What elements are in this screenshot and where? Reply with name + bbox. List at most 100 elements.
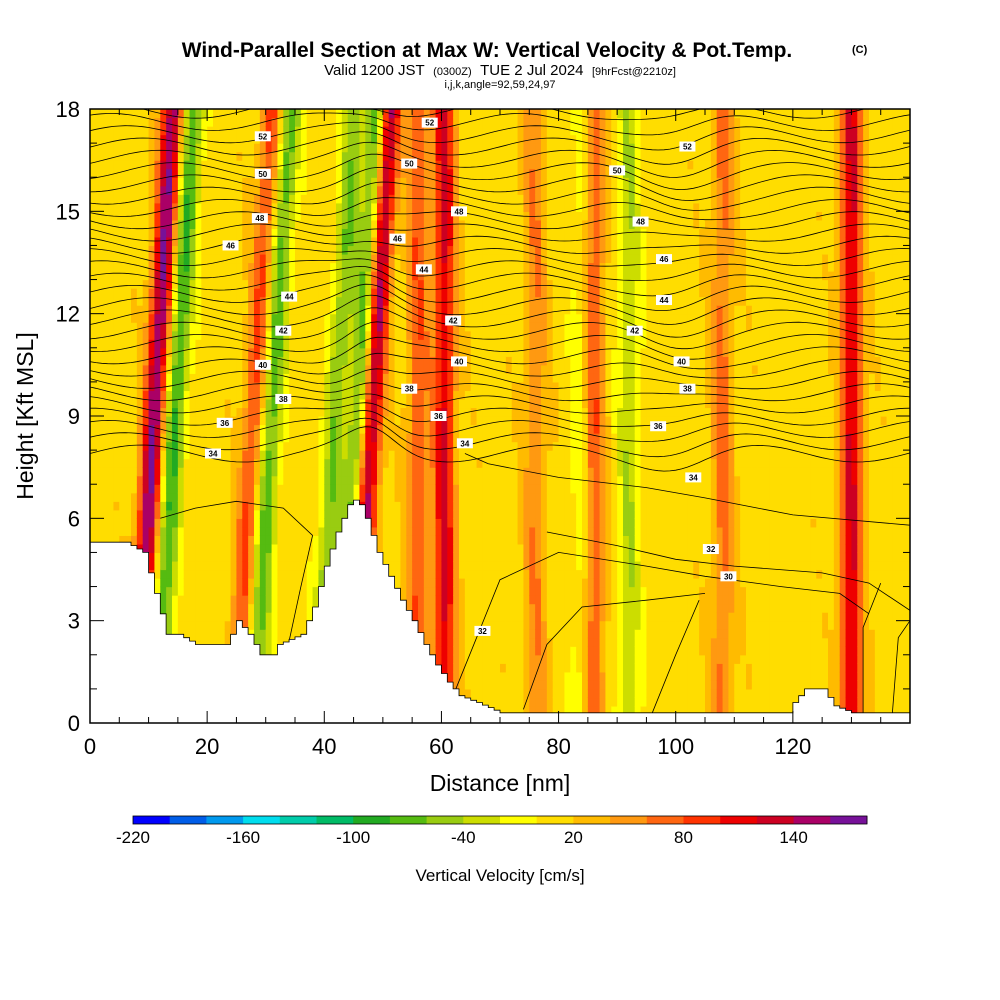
velocity-cell: [136, 253, 144, 264]
velocity-cell: [365, 407, 372, 417]
velocity-cell: [136, 475, 144, 485]
velocity-cell: [453, 168, 460, 178]
velocity-cell: [154, 194, 161, 204]
velocity-cell: [429, 339, 437, 349]
velocity-cell: [412, 603, 419, 613]
velocity-cell: [476, 535, 484, 545]
velocity-cell: [131, 134, 138, 144]
velocity-cell: [377, 373, 384, 383]
velocity-cell: [418, 526, 425, 536]
velocity-cell: [254, 509, 261, 519]
velocity-cell: [213, 151, 220, 161]
velocity-cell: [148, 194, 156, 204]
velocity-cell: [259, 288, 267, 298]
velocity-cell: [429, 492, 437, 502]
velocity-cell: [201, 398, 208, 409]
velocity-cell: [347, 151, 355, 161]
velocity-cell: [464, 663, 472, 673]
velocity-cell: [406, 450, 413, 460]
velocity-cell: [394, 458, 402, 468]
velocity-cell: [412, 424, 419, 434]
velocity-cell: [423, 595, 431, 605]
velocity-cell: [412, 177, 419, 187]
velocity-cell: [470, 595, 478, 605]
velocity-cell: [136, 416, 144, 426]
velocity-cell: [476, 578, 484, 588]
velocity-cell: [341, 339, 349, 349]
velocity-cell: [283, 484, 290, 494]
velocity-cell: [300, 424, 308, 434]
velocity-cell: [242, 339, 249, 349]
velocity-cell: [207, 288, 214, 298]
velocity-cell: [230, 185, 238, 195]
velocity-cell: [347, 219, 355, 229]
velocity-cell: [324, 109, 331, 119]
velocity-cell: [259, 390, 267, 400]
velocity-cell: [289, 509, 296, 519]
velocity-cell: [447, 160, 454, 170]
velocity-cell: [324, 552, 331, 562]
velocity-cell: [488, 518, 495, 528]
velocity-cell: [277, 262, 284, 272]
velocity-cell: [172, 364, 179, 374]
velocity-cell: [324, 501, 331, 511]
velocity-cell: [248, 407, 255, 417]
velocity-cell: [177, 424, 185, 434]
velocity-cell: [271, 629, 279, 639]
velocity-cell: [207, 194, 214, 204]
velocity-cell: [95, 501, 103, 511]
velocity-cell: [347, 271, 355, 281]
velocity-cell: [131, 330, 138, 340]
velocity-cell: [166, 194, 173, 204]
velocity-cell: [160, 535, 167, 545]
velocity-cell: [254, 271, 261, 281]
velocity-cell: [482, 143, 489, 153]
velocity-cell: [107, 262, 115, 272]
velocity-cell: [230, 288, 238, 298]
velocity-cell: [101, 450, 109, 460]
velocity-cell: [183, 398, 191, 409]
velocity-cell: [365, 194, 372, 204]
velocity-cell: [388, 322, 396, 332]
velocity-cell: [423, 441, 431, 451]
velocity-cell: [459, 279, 466, 289]
velocity-cell: [160, 202, 167, 212]
velocity-cell: [295, 330, 302, 340]
velocity-cell: [101, 492, 109, 502]
velocity-cell: [230, 347, 238, 357]
velocity-cell: [166, 450, 173, 460]
velocity-cell: [423, 569, 431, 579]
velocity-cell: [213, 407, 220, 417]
velocity-cell: [476, 543, 484, 554]
velocity-cell: [195, 535, 202, 545]
velocity-cell: [394, 373, 402, 383]
velocity-cell: [177, 126, 185, 136]
velocity-cell: [248, 262, 255, 272]
velocity-cell: [482, 347, 489, 357]
velocity-cell: [254, 518, 261, 528]
velocity-cell: [160, 271, 167, 281]
velocity-cell: [318, 109, 325, 119]
velocity-cell: [400, 390, 407, 400]
velocity-cell: [271, 236, 279, 247]
velocity-cell: [172, 151, 179, 161]
velocity-cell: [435, 646, 443, 656]
velocity-cell: [177, 305, 185, 315]
velocity-cell: [300, 586, 308, 596]
velocity-cell: [142, 117, 150, 127]
velocity-cell: [213, 185, 220, 195]
velocity-cell: [488, 339, 495, 349]
velocity-cell: [160, 262, 167, 272]
velocity-cell: [371, 305, 378, 315]
velocity-cell: [265, 458, 273, 468]
velocity-cell: [324, 288, 331, 298]
velocity-cell: [353, 433, 361, 443]
velocity-cell: [224, 143, 232, 153]
velocity-cell: [201, 109, 208, 119]
velocity-cell: [347, 177, 355, 187]
velocity-cell: [423, 134, 431, 144]
velocity-cell: [148, 330, 156, 340]
velocity-cell: [271, 595, 279, 605]
velocity-cell: [160, 151, 167, 161]
velocity-cell: [125, 450, 132, 460]
